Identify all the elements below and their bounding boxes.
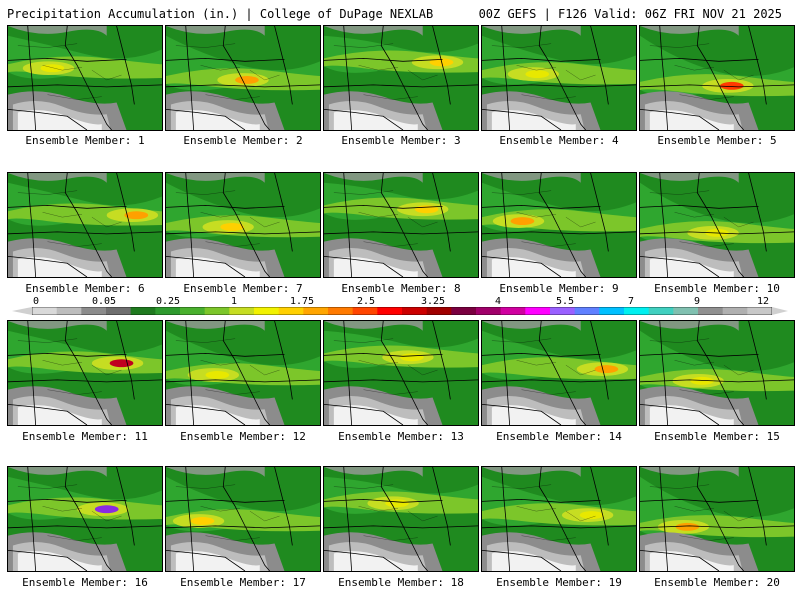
colorbar-swatch	[451, 307, 477, 315]
colorbar-swatch	[525, 307, 551, 315]
colorbar-swatch	[303, 307, 329, 315]
colorbar-swatch	[550, 307, 576, 315]
ensemble-map-13	[323, 320, 479, 426]
colorbar-swatch	[254, 307, 280, 315]
colorbar-swatch	[500, 307, 526, 315]
member-caption-9: Ensemble Member: 9	[499, 282, 619, 295]
map-title: Precipitation Accumulation (in.) | Colle…	[7, 7, 434, 21]
colorbar-swatch	[402, 307, 428, 315]
ensemble-map-9	[481, 172, 637, 278]
ensemble-map-12	[165, 320, 321, 426]
colorbar-swatch	[624, 307, 650, 315]
colorbar-swatch	[352, 307, 378, 315]
colorbar-tick-label: 0	[32, 296, 40, 307]
ensemble-map-8	[323, 172, 479, 278]
member-caption-3: Ensemble Member: 3	[341, 134, 461, 147]
ensemble-map-14	[481, 320, 637, 426]
member-caption-19: Ensemble Member: 19	[496, 576, 622, 589]
member-caption-15: Ensemble Member: 15	[654, 430, 780, 443]
ensemble-map-20	[639, 466, 795, 572]
member-caption-1: Ensemble Member: 1	[25, 134, 145, 147]
colorbar-tick-label: 9	[693, 296, 701, 307]
colorbar-swatch	[106, 307, 132, 315]
colorbar-swatch	[278, 307, 304, 315]
ensemble-map-17	[165, 466, 321, 572]
colorbar-swatch	[673, 307, 699, 315]
colorbar	[32, 307, 772, 315]
member-caption-2: Ensemble Member: 2	[183, 134, 303, 147]
colorbar-tick-label: 0.05	[91, 296, 117, 307]
colorbar-swatch	[574, 307, 600, 315]
colorbar-swatch	[747, 307, 772, 315]
colorbar-swatch	[698, 307, 724, 315]
ensemble-map-19	[481, 466, 637, 572]
colorbar-swatch	[377, 307, 403, 315]
colorbar-swatch	[648, 307, 674, 315]
colorbar-swatch	[599, 307, 625, 315]
ensemble-map-10	[639, 172, 795, 278]
colorbar-swatch	[130, 307, 156, 315]
member-caption-11: Ensemble Member: 11	[22, 430, 148, 443]
ensemble-map-15	[639, 320, 795, 426]
valid-time: 00Z GEFS | F126 Valid: 06Z FRI NOV 21 20…	[478, 7, 782, 21]
ensemble-map-7	[165, 172, 321, 278]
colorbar-tick-label: 7	[627, 296, 635, 307]
member-caption-16: Ensemble Member: 16	[22, 576, 148, 589]
colorbar-swatch	[722, 307, 748, 315]
colorbar-swatch	[155, 307, 181, 315]
member-caption-8: Ensemble Member: 8	[341, 282, 461, 295]
colorbar-tick-label: 1.75	[289, 296, 315, 307]
colorbar-min-arrow	[12, 307, 32, 315]
member-caption-20: Ensemble Member: 20	[654, 576, 780, 589]
colorbar-tick-label: 3.25	[420, 296, 446, 307]
member-caption-5: Ensemble Member: 5	[657, 134, 777, 147]
colorbar-swatch	[204, 307, 230, 315]
colorbar-swatch	[56, 307, 82, 315]
ensemble-map-11	[7, 320, 163, 426]
member-caption-17: Ensemble Member: 17	[180, 576, 306, 589]
ensemble-map-5	[639, 25, 795, 131]
member-caption-6: Ensemble Member: 6	[25, 282, 145, 295]
colorbar-tick-label: 12	[756, 296, 770, 307]
colorbar-swatch	[180, 307, 206, 315]
colorbar-tick-label: 5.5	[555, 296, 575, 307]
colorbar-tick-label: 1	[230, 296, 238, 307]
colorbar-swatch	[476, 307, 502, 315]
colorbar-swatch	[229, 307, 255, 315]
member-caption-18: Ensemble Member: 18	[338, 576, 464, 589]
colorbar-swatch	[328, 307, 354, 315]
ensemble-map-6	[7, 172, 163, 278]
member-caption-12: Ensemble Member: 12	[180, 430, 306, 443]
colorbar-tick-label: 0.25	[155, 296, 181, 307]
member-caption-7: Ensemble Member: 7	[183, 282, 303, 295]
ensemble-map-2	[165, 25, 321, 131]
colorbar-tick-label: 4	[494, 296, 502, 307]
member-caption-13: Ensemble Member: 13	[338, 430, 464, 443]
colorbar-swatch	[81, 307, 107, 315]
colorbar-tick-label: 2.5	[356, 296, 376, 307]
ensemble-map-1	[7, 25, 163, 131]
member-caption-10: Ensemble Member: 10	[654, 282, 780, 295]
member-caption-4: Ensemble Member: 4	[499, 134, 619, 147]
colorbar-swatch	[426, 307, 452, 315]
ensemble-map-18	[323, 466, 479, 572]
colorbar-swatch	[32, 307, 58, 315]
colorbar-max-arrow	[772, 307, 788, 315]
ensemble-map-4	[481, 25, 637, 131]
member-caption-14: Ensemble Member: 14	[496, 430, 622, 443]
ensemble-map-16	[7, 466, 163, 572]
ensemble-map-3	[323, 25, 479, 131]
